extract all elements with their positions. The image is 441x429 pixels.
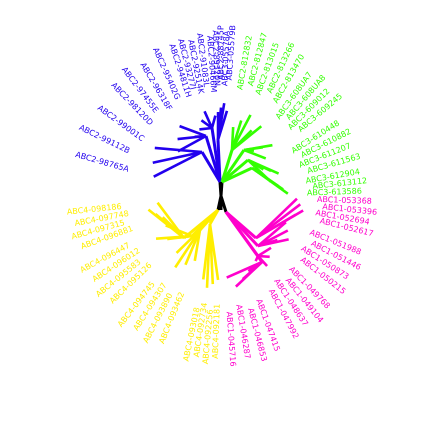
yellow-clade-group-3-branch [183,208,219,240]
leaf-branch [153,150,203,178]
leaf-branch [199,126,213,131]
leaf-branch [257,238,278,248]
leaf-branch [251,166,289,195]
leaf-branch [226,260,263,279]
leaf-branch [235,261,263,288]
leaf-label: ABC3-05579B [225,25,238,81]
green-clade-group-0-branch [220,149,234,183]
leaf-label: ABC1-053368 [317,195,372,206]
leaf-branch [156,201,186,239]
leaf-label: ABC2-98765A [74,150,130,174]
leaf-label: ABC4-092181 [211,304,222,359]
leaf-label: ABC2-89320N [211,30,222,86]
leaf-branch [177,134,207,153]
leaf-branch [152,150,203,164]
leaf-label: ABC2-88745P [217,25,226,80]
leaf-label: ABC1-045716 [225,311,238,366]
leaf-branch [179,124,207,138]
leaf-branch [147,208,185,240]
leaf-label: ABC3-05578A [220,30,231,86]
magenta-clade-group-3-branch [224,211,264,263]
leaf-branch [216,110,229,141]
leaf-branch [194,134,207,139]
leaf-branch [230,114,252,151]
tree-branches [147,102,304,288]
leaf-label: ABC2-90466M [205,35,218,92]
yellow-clade-stem [216,195,223,211]
leaf-branch [257,246,272,258]
leaf-label: ABC3-613586 [307,187,362,198]
leaf-branch [210,115,217,129]
leaf-branch [243,148,267,160]
leaf-branch [255,213,297,240]
leaf-branch [257,254,270,259]
leaf-branch [257,221,287,247]
green-clade-stem [219,181,224,197]
green-clade-group-1-branch [220,149,246,183]
leaf-branch [201,223,212,280]
leaf-branch [247,158,280,175]
leaf-branch [231,125,263,152]
green-clade-group-3-branch [221,166,253,184]
leaf-branch [243,143,273,152]
leaf-branch [174,229,202,269]
blue-clade-group-3-branch [216,139,222,183]
